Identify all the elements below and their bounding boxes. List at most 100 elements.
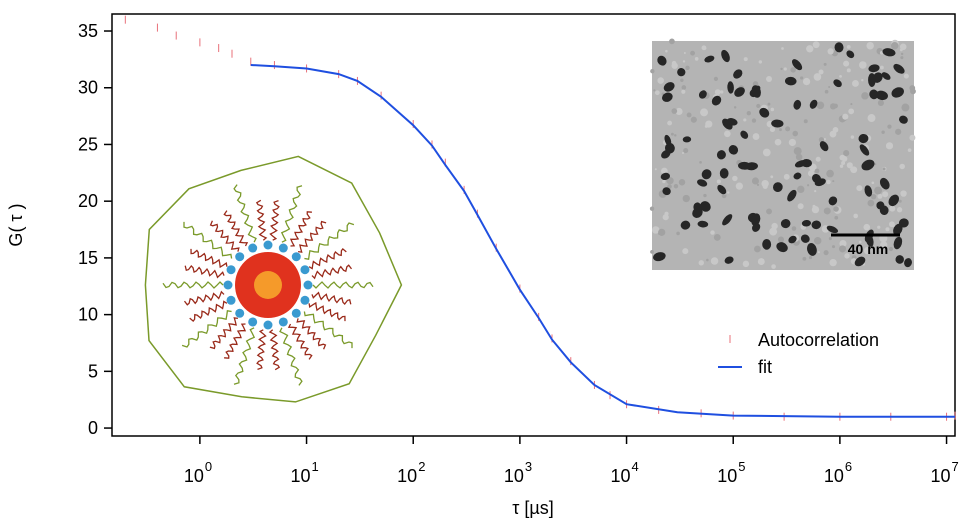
tem-noise [751, 177, 759, 185]
micelle-chain [289, 211, 312, 247]
micelle-headgroup [263, 240, 273, 250]
tem-noise [770, 107, 775, 112]
tem-noise [788, 138, 797, 147]
tem-noise [881, 130, 885, 134]
micelle-chain [183, 290, 225, 306]
tem-noise [713, 76, 719, 81]
tem-particle [893, 223, 903, 236]
micelle-chain [287, 323, 313, 360]
tem-noise [900, 190, 907, 197]
tem-noise [802, 77, 811, 86]
tem-particle [859, 144, 870, 156]
tem-noise [846, 68, 851, 73]
tem-particle [879, 177, 890, 190]
micelle-chain [183, 221, 233, 259]
tem-noise [743, 57, 748, 62]
legend-label: Autocorrelation [758, 330, 879, 350]
tem-particle [882, 48, 896, 57]
tem-noise [681, 89, 686, 94]
tem-noise [706, 258, 709, 262]
fit-line [250, 64, 955, 418]
tem-noise [777, 236, 785, 243]
micelle-chain [303, 311, 353, 349]
tem-particle [711, 95, 722, 106]
tem-particle [891, 87, 904, 98]
tem-particle [721, 49, 730, 63]
tem-noise [823, 62, 827, 66]
tem-noise [899, 163, 905, 170]
x-tick-exponent: 4 [632, 459, 639, 474]
micelle-headgroup [248, 243, 258, 253]
y-axis-title: G( τ ) [6, 203, 26, 246]
tem-noise [795, 153, 803, 161]
tem-particle [751, 85, 761, 98]
x-tick-label: 10 [184, 466, 204, 486]
micelle-headgroup [235, 252, 245, 262]
tem-noise [846, 162, 853, 169]
tem-noise [846, 45, 851, 49]
micelle-chain [189, 300, 228, 323]
tem-particle [899, 115, 908, 124]
tem-noise [899, 48, 903, 52]
tem-noise [733, 106, 737, 109]
tem-particle [793, 99, 802, 110]
tem-noise [710, 230, 715, 235]
tem-particle [881, 72, 891, 80]
tem-noise [823, 207, 831, 215]
tem-particle [692, 207, 703, 218]
micelle-chain [190, 248, 228, 269]
tem-noise [766, 208, 772, 215]
tem-noise [742, 260, 750, 268]
tem-noise [705, 120, 713, 128]
tem-noise [887, 124, 892, 129]
tem-noise [683, 148, 689, 154]
tem-particle [738, 161, 751, 170]
tem-noise [799, 76, 804, 80]
tem-particle [704, 55, 715, 63]
tem-noise [839, 154, 846, 161]
tem-noise [698, 260, 704, 266]
tem-noise [817, 251, 820, 254]
tem-noise [882, 167, 886, 171]
tem-noise [856, 185, 863, 192]
tem-noise [832, 180, 835, 183]
tem-particle [772, 182, 783, 193]
tem-noise [852, 80, 859, 87]
tem-noise [896, 207, 903, 213]
tem-noise [650, 68, 655, 74]
micelle-headgroup [226, 295, 236, 305]
tem-particle [868, 64, 880, 73]
tem-particle [858, 133, 869, 144]
micelle-chain [296, 318, 327, 350]
micelle-chain [308, 301, 346, 322]
tem-noise [769, 227, 778, 236]
tem-noise [690, 116, 697, 123]
tem-particle [904, 258, 912, 268]
tem-noise [653, 89, 656, 92]
tem-noise [783, 67, 787, 71]
tem-particle [801, 220, 812, 227]
tem-noise [762, 148, 771, 157]
tem-particle [664, 142, 675, 154]
tem-noise [843, 60, 850, 67]
tem-noise [767, 102, 771, 106]
tem-particle [811, 220, 822, 230]
tem-noise [683, 51, 686, 54]
tem-particle [733, 69, 743, 79]
tem-noise [652, 226, 660, 234]
tem-noise [814, 190, 817, 193]
tem-particle [888, 194, 900, 207]
micelle-headgroup [226, 265, 236, 275]
tem-particle [752, 223, 761, 232]
tem-noise [832, 127, 839, 133]
micelle-headgroup [235, 308, 245, 318]
tem-particle [724, 256, 734, 264]
micelle-chain [223, 210, 249, 247]
tem-particle [875, 90, 888, 101]
tem-noise [828, 85, 831, 89]
tem-noise [824, 89, 829, 94]
tem-noise [839, 164, 844, 168]
micelle-chain [298, 220, 327, 253]
tem-noise [833, 206, 839, 212]
tem-particle [751, 213, 761, 226]
